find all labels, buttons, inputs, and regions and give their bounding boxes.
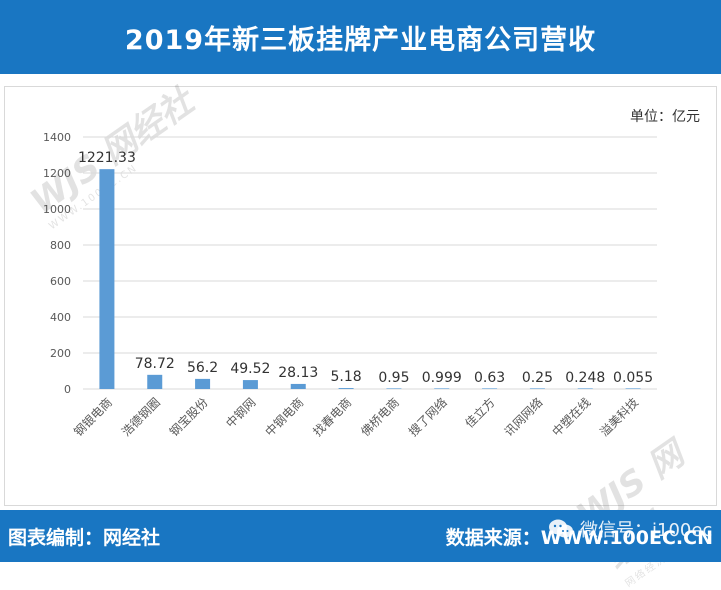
x-tick-label: 找春电商 [310,395,355,440]
wechat-badge: 微信号：i100ec [548,516,712,542]
bar [99,169,115,389]
chart-title: 2019年新三板挂牌产业电商公司营收 [124,24,597,56]
x-tick-label: 钢银电商 [70,395,115,440]
bar [242,380,258,389]
data-label: 0.055 [613,370,653,386]
footer-compiled-by: 图表编制：网经社 [8,527,161,549]
data-label: 28.13 [278,365,318,381]
data-label: 78.72 [135,356,175,372]
data-label: 0.95 [378,370,409,386]
x-tick-label: 浩德钢圈 [118,395,163,440]
bar [529,388,545,389]
data-label: 1221.33 [78,150,136,166]
footer-source: 数据来源：WWW.100EC.CN [446,523,713,550]
unit-label: 单位：亿元 [630,109,700,125]
chart-area: WJS 网经社 WWW.100EC.CN 单位：亿元 0 200 400 600 800… [4,81,717,590]
x-tick-label: 讯网网络 [501,395,546,440]
bar [434,388,450,389]
x-tick-label: 溢美科技 [597,395,641,439]
y-tick-label: 200 [50,347,71,360]
x-tick-label: 佛桥电商 [357,395,402,440]
data-label: 0.25 [522,370,553,386]
wechat-icon [548,518,574,540]
bar [386,388,402,389]
bar [147,374,163,389]
wechat-id: 微信号：i100ec [580,520,713,541]
bar [290,383,306,389]
y-tick-label: 1400 [43,131,71,144]
footer-source-text: 数据来源：WWW.100EC.CN [445,527,713,549]
data-label: 0.999 [422,370,462,386]
bar [625,388,641,389]
bar [482,388,498,389]
x-tick-label: 中钢电商 [262,395,307,440]
header-gap [0,74,721,86]
data-label: 0.248 [565,370,605,386]
x-tick-label: 搜了网络 [405,395,450,440]
bar [338,388,354,389]
data-label: 49.52 [230,361,270,377]
bar-chart: 0 200 400 600 800 1000 1200 1400 1221.33 钢银电商 78.7… [43,131,657,440]
title-bar: 2019年新三板挂牌产业电商公司营收 [0,0,721,74]
bar [195,378,211,389]
data-label: 0.63 [474,370,505,386]
y-tick-label: 1200 [43,167,71,180]
y-tick-label: 1000 [43,203,71,216]
y-tick-label: 800 [50,239,71,252]
y-tick-label: 0 [64,383,71,396]
y-tick-label: 600 [50,275,71,288]
y-tick-label: 400 [50,311,71,324]
x-tick-label: 中塑在线 [549,395,594,440]
x-tick-label: 中钢网 [222,395,258,431]
x-tick-label: 佳立方 [462,395,498,431]
footer-bar: 图表编制：网经社 数据来源：WWW.100EC.CN [0,510,721,562]
data-label: 56.2 [187,360,218,376]
data-label: 5.18 [330,369,361,385]
bar [577,388,593,389]
x-tick-label: 钢宝股份 [167,395,211,439]
